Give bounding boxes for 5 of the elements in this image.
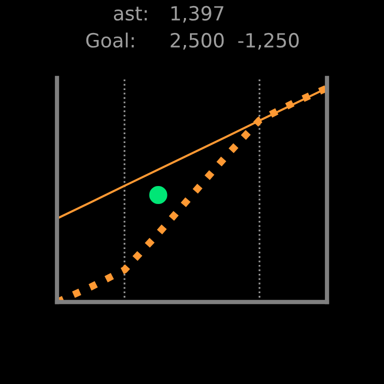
text: Goal: xyxy=(86,32,134,48)
text: 2,500 xyxy=(170,32,224,50)
text: -1,250 xyxy=(238,32,299,50)
text: 1,397 xyxy=(171,6,224,23)
text: ast: xyxy=(114,6,147,21)
